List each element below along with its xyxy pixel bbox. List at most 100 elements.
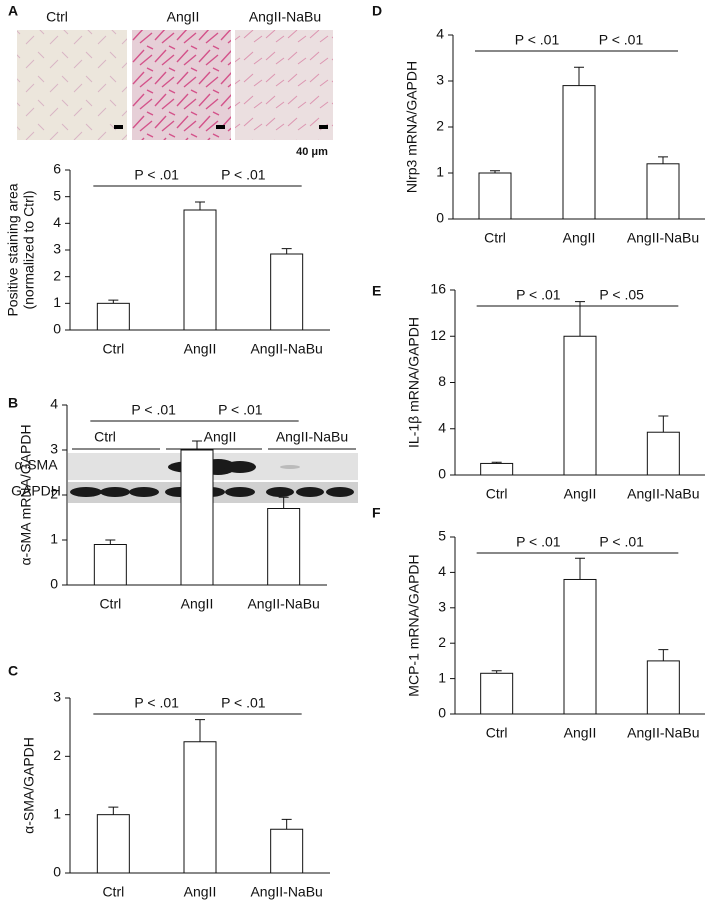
y-tick-label: 1	[438, 669, 446, 685]
y-axis-label: Nlrp3 mRNA/GAPDH	[404, 61, 420, 193]
y-tick-label: 0	[438, 466, 446, 482]
error-bar	[575, 301, 585, 337]
x-tick-label: AngII-NaBu	[250, 341, 322, 357]
y-tick-label: 0	[53, 864, 61, 880]
micrograph-label: AngII	[167, 9, 200, 25]
x-tick-label: Ctrl	[102, 341, 124, 357]
bar	[562, 85, 596, 220]
panel-label: E	[372, 283, 381, 299]
error-bar	[192, 440, 202, 450]
significance-label: P < .01	[134, 167, 179, 183]
blot-group: Ctrl	[94, 429, 116, 445]
significance-label: P < .01	[599, 32, 644, 48]
significance-label: P < .01	[221, 167, 266, 183]
bar	[563, 578, 597, 715]
scale-bar	[114, 125, 123, 129]
panel-label: A	[8, 3, 18, 19]
y-tick-label: 4	[436, 26, 444, 42]
y-tick-label: 3	[53, 241, 61, 257]
bar	[646, 431, 680, 476]
micrograph-label: AngII-NaBu	[249, 9, 321, 25]
blot-row-label: α-SMA	[14, 457, 58, 473]
y-tick-label: 4	[438, 419, 446, 435]
panel-label: B	[8, 395, 18, 411]
x-tick-label: Ctrl	[102, 884, 124, 900]
error-bar	[195, 719, 205, 742]
x-tick-label: AngII	[181, 596, 214, 612]
bar	[270, 253, 304, 331]
y-tick-label: 3	[438, 599, 446, 615]
significance-label: P < .01	[134, 695, 179, 711]
significance-label: P < .01	[131, 402, 176, 418]
y-tick-label: 1	[53, 805, 61, 821]
y-tick-label: 1	[436, 164, 444, 180]
y-tick-label: 0	[436, 210, 444, 226]
error-bar	[281, 248, 292, 254]
x-tick-label: AngII-NaBu	[627, 486, 699, 502]
x-tick-label: AngII	[564, 486, 597, 502]
bar	[478, 172, 512, 220]
y-axis-label: α-SMA/GAPDH	[21, 737, 37, 834]
y-axis-label: MCP-1 mRNA/GAPDH	[406, 554, 422, 696]
y-tick-label: 6	[53, 161, 61, 177]
bar	[270, 828, 304, 874]
x-tick-label: Ctrl	[99, 596, 121, 612]
y-tick-label: 2	[50, 486, 58, 502]
y-tick-label: 16	[430, 281, 446, 297]
panel-label: C	[8, 663, 18, 679]
x-tick-label: AngII	[184, 884, 217, 900]
significance-label: P < .01	[221, 695, 266, 711]
significance-label: P < .01	[599, 534, 644, 550]
x-tick-label: AngII	[184, 341, 217, 357]
error-bar	[658, 415, 669, 433]
error-bar	[490, 170, 500, 173]
y-tick-label: 3	[50, 441, 58, 457]
significance-label: P < .01	[218, 402, 263, 418]
y-tick-label: 2	[436, 118, 444, 134]
y-tick-label: 12	[430, 327, 446, 343]
micrograph-label: Ctrl	[46, 9, 68, 25]
y-tick-label: 5	[438, 528, 446, 544]
bar	[93, 544, 127, 586]
bar	[267, 508, 301, 586]
micrograph	[17, 30, 127, 140]
bar	[563, 335, 597, 476]
y-tick-label: 5	[53, 187, 61, 203]
y-tick-label: 3	[53, 689, 61, 705]
y-tick-label: 3	[436, 72, 444, 88]
y-tick-label: 0	[438, 705, 446, 721]
error-bar	[105, 539, 116, 545]
y-tick-label: 2	[53, 747, 61, 763]
scale-bar	[216, 125, 225, 129]
y-tick-label: 4	[53, 214, 61, 230]
bar	[183, 209, 217, 331]
error-bar	[491, 670, 502, 674]
panel-label: D	[372, 3, 382, 19]
x-tick-label: Ctrl	[486, 725, 508, 741]
error-bar	[195, 201, 205, 210]
y-axis-label: α-SMA mRNA/GAPDH	[18, 424, 34, 565]
significance-label: P < .01	[516, 287, 561, 303]
bar	[183, 741, 217, 874]
y-axis-label: IL-1β mRNA/GAPDH	[406, 317, 422, 448]
bar	[96, 814, 130, 874]
bar	[646, 163, 680, 220]
y-axis-label: (normalized to Ctrl)	[21, 190, 37, 309]
x-tick-label: AngII	[563, 230, 596, 246]
blot-row-label: GAPDH	[11, 483, 61, 499]
x-tick-label: Ctrl	[486, 486, 508, 502]
micrographs: Ctrl AngII AngII-NaBu 40 μm	[17, 9, 333, 158]
error-bar	[575, 557, 585, 580]
y-tick-label: 1	[50, 531, 58, 547]
x-tick-label: AngII	[564, 725, 597, 741]
error-bar	[108, 299, 119, 304]
error-bar	[491, 461, 502, 464]
scale-bar	[319, 125, 328, 129]
y-tick-label: 0	[53, 321, 61, 337]
blot-group: AngII-NaBu	[276, 429, 348, 445]
y-tick-label: 2	[53, 267, 61, 283]
bar	[480, 672, 514, 715]
bar	[180, 449, 214, 586]
panel-label: F	[372, 505, 381, 521]
